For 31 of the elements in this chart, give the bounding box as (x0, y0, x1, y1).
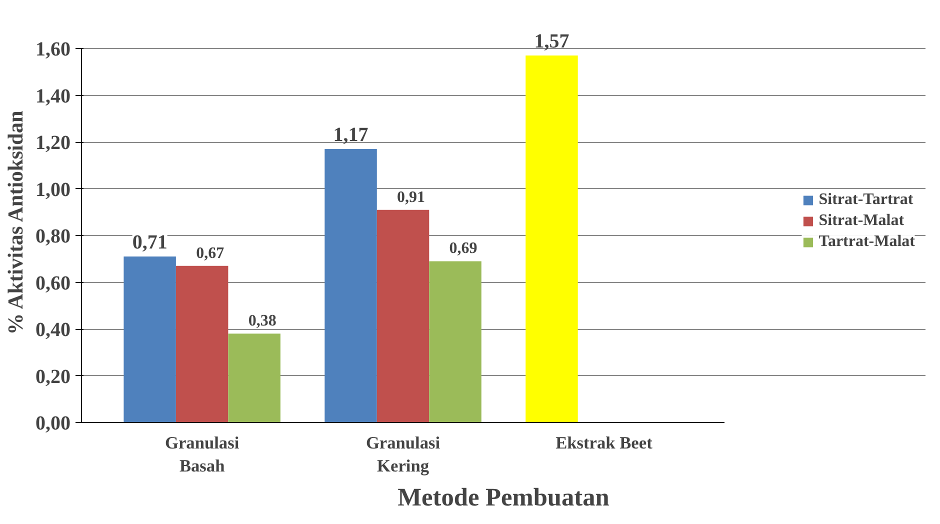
y-tick-label: 1,60 (36, 38, 70, 61)
y-axis-title: % Aktivitas Antioksidan (4, 110, 28, 335)
bar (124, 256, 176, 422)
y-tick-label: 1,20 (36, 132, 70, 154)
y-tick-label: 1,40 (36, 85, 70, 108)
y-tick-label: 0,20 (36, 366, 70, 388)
data-label: 0,38 (248, 312, 276, 330)
legend-label: Tartrat-Malat (818, 233, 915, 251)
legend-label: Sitrat-Malat (818, 212, 904, 230)
y-tick-label: 1,00 (36, 178, 70, 201)
bar (324, 149, 377, 422)
data-label: 1,57 (534, 30, 570, 53)
x-tick-label: Granulasi Basah (165, 434, 240, 476)
data-label: 0,91 (397, 188, 426, 206)
data-label: 0,67 (196, 244, 224, 262)
bar (228, 334, 280, 422)
bar (526, 56, 578, 422)
y-tick-label: 0,00 (36, 412, 70, 434)
data-label: 0,69 (449, 240, 478, 258)
y-tick-label: 0,60 (36, 272, 70, 294)
y-tick-label: 0,80 (36, 226, 70, 248)
bar (176, 266, 228, 422)
x-axis-title: Metode Pembuatan (398, 483, 610, 512)
x-tick-label: Ekstrak Beet (556, 434, 653, 452)
data-label: 0,71 (132, 232, 168, 254)
bar (429, 261, 482, 422)
data-label: 1,17 (333, 124, 368, 146)
bar (376, 210, 430, 422)
x-tick-label: Granulasi Kering (366, 434, 440, 476)
y-tick-label: 0,40 (36, 319, 70, 342)
legend-label: Sitrat-Tartrat (818, 191, 914, 209)
